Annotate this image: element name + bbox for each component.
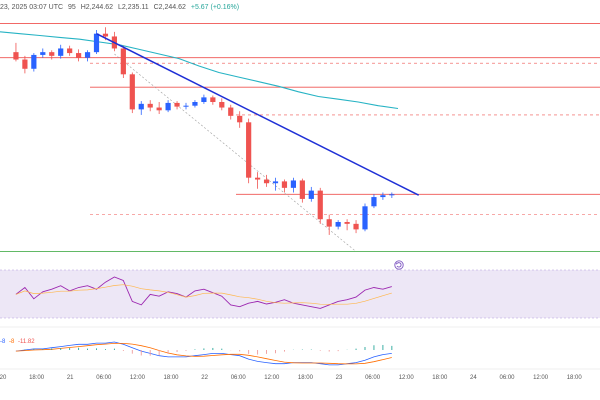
x-axis-tick-label: 18:00: [567, 375, 583, 381]
candle-body: [326, 219, 332, 227]
macd-line: [15, 341, 392, 366]
open-label: 95: [68, 4, 76, 11]
high-label: H2,244.62: [80, 4, 114, 11]
rsi-panel-background: [0, 270, 600, 318]
x-axis-tick-label: 06:00: [231, 375, 247, 381]
moving-average-line: [0, 31, 399, 110]
candle-body: [228, 107, 234, 116]
x-axis-tick-label: 18:00: [29, 375, 45, 381]
x-axis-tick-label: 21: [67, 375, 74, 381]
candle-body: [272, 181, 279, 184]
candle-body: [49, 52, 55, 56]
candle-body: [246, 122, 252, 178]
candle-body: [317, 190, 323, 220]
candle-body: [201, 97, 207, 102]
x-axis-tick-label: 23: [336, 375, 343, 381]
rsi-signal-line: [15, 284, 392, 305]
macd-legend: -8 -8 -11.82: [0, 339, 35, 345]
channel-dotted-line: [114, 53, 357, 252]
candle-body: [129, 74, 135, 110]
candle-body: [84, 52, 91, 58]
candle-body: [281, 181, 288, 188]
candle-body: [299, 180, 305, 199]
candle-body: [40, 52, 46, 55]
candle-body: [371, 197, 377, 207]
candle-body: [138, 103, 144, 110]
x-axis-tick-label: 06:00: [365, 375, 381, 381]
candle-body: [67, 48, 73, 54]
candle-body: [22, 59, 28, 69]
ohlc-info-bar: 23, 2025 03:07 UTC 95 H2,244.62 L2,235.1…: [0, 4, 242, 11]
x-axis-tick-label: 24: [470, 375, 477, 381]
x-axis-tick-label: 12:00: [399, 375, 415, 381]
macd-value-3: -11.82: [18, 339, 35, 345]
candle-body: [353, 223, 359, 230]
macd-value-1: -8: [0, 339, 6, 345]
candle-body: [192, 102, 198, 106]
candle-body: [156, 107, 162, 111]
candle-body: [76, 53, 82, 58]
x-axis-tick-label: 12:00: [264, 375, 280, 381]
macd-signal-line: [15, 342, 392, 365]
x-axis-tick-label: 06:00: [96, 375, 112, 381]
candle-body: [93, 33, 100, 53]
bearish-trend-line: [96, 33, 420, 196]
candle-body: [290, 180, 296, 188]
candle-body: [263, 179, 270, 184]
candle-body: [120, 48, 126, 75]
replay-icon[interactable]: [394, 260, 404, 270]
candle-body: [183, 105, 189, 107]
date-label: 23, 2025 03:07 UTC: [0, 4, 64, 11]
x-axis-tick-label: 18:00: [163, 375, 179, 381]
close-label: C2,244.62: [153, 4, 186, 11]
low-label: L2,235.11: [118, 4, 149, 11]
candle-body: [219, 102, 225, 108]
candle-body: [147, 103, 153, 108]
candle-body: [102, 33, 109, 37]
x-axis-tick-label: 12:00: [130, 375, 146, 381]
change-label: +5.67 (+0.16%): [190, 4, 240, 11]
candle-body: [308, 190, 314, 199]
x-axis-tick-label: 18:00: [298, 375, 314, 381]
x-axis-tick-label: 22: [201, 375, 208, 381]
candle-body: [58, 48, 64, 56]
candle-body: [165, 102, 171, 111]
x-axis-tick-label: 20: [0, 375, 7, 381]
candle-body: [389, 194, 395, 196]
candle-body: [380, 195, 386, 198]
candle-body: [210, 97, 216, 102]
x-axis-tick-label: 18:00: [432, 375, 448, 381]
macd-value-2: -8: [9, 339, 15, 345]
rsi-line: [15, 276, 392, 309]
candle-body: [13, 52, 19, 60]
candle-body: [255, 177, 261, 180]
candle-body: [335, 222, 341, 227]
candle-body: [344, 222, 350, 224]
candle-body: [31, 54, 37, 69]
candle-body: [237, 115, 243, 123]
x-axis-tick-label: 12:00: [533, 375, 549, 381]
candle-body: [174, 102, 180, 107]
candle-body: [362, 206, 368, 230]
x-axis-tick-label: 06:00: [499, 375, 515, 381]
